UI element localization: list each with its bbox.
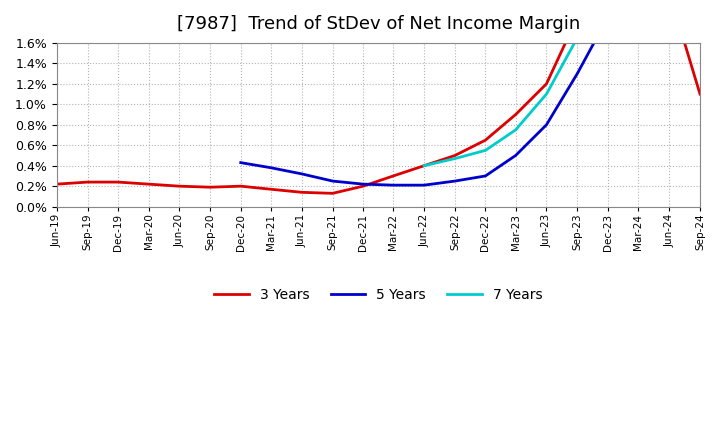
3 Years [297, 190, 306, 195]
3 Years [481, 137, 490, 143]
Line: 3 Years: 3 Years [57, 0, 700, 193]
5 Years [542, 122, 551, 128]
Title: [7987]  Trend of StDev of Net Income Margin: [7987] Trend of StDev of Net Income Marg… [176, 15, 580, 33]
5 Years [359, 181, 367, 187]
7 Years [511, 127, 520, 132]
3 Years [53, 181, 61, 187]
7 Years [603, 0, 612, 4]
7 Years [451, 156, 459, 161]
5 Years [451, 179, 459, 184]
5 Years [511, 153, 520, 158]
3 Years [206, 184, 215, 190]
5 Years [603, 15, 612, 20]
5 Years [573, 71, 582, 76]
3 Years [144, 181, 153, 187]
7 Years [573, 35, 582, 40]
7 Years [420, 163, 428, 169]
3 Years [175, 183, 184, 189]
5 Years [266, 165, 275, 170]
5 Years [297, 171, 306, 176]
5 Years [696, 4, 704, 10]
3 Years [114, 180, 122, 185]
Line: 5 Years: 5 Years [240, 0, 700, 185]
3 Years [511, 112, 520, 117]
3 Years [573, 15, 582, 20]
5 Years [328, 179, 337, 184]
7 Years [696, 25, 704, 30]
Line: 7 Years: 7 Years [424, 0, 700, 166]
7 Years [481, 148, 490, 153]
7 Years [665, 4, 673, 10]
Legend: 3 Years, 5 Years, 7 Years: 3 Years, 5 Years, 7 Years [209, 282, 548, 308]
3 Years [266, 187, 275, 192]
5 Years [236, 160, 245, 165]
3 Years [389, 173, 397, 179]
5 Years [420, 183, 428, 188]
3 Years [359, 183, 367, 189]
3 Years [542, 81, 551, 87]
3 Years [84, 180, 92, 185]
3 Years [696, 92, 704, 97]
3 Years [451, 153, 459, 158]
3 Years [236, 183, 245, 189]
5 Years [389, 183, 397, 188]
3 Years [328, 191, 337, 196]
7 Years [542, 92, 551, 97]
5 Years [481, 173, 490, 179]
3 Years [420, 163, 428, 169]
